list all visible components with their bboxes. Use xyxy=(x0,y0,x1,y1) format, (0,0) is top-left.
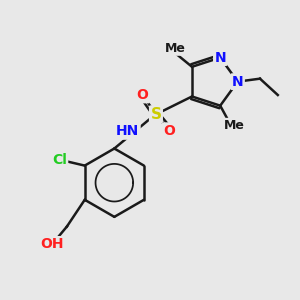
Text: O: O xyxy=(164,124,175,138)
Text: O: O xyxy=(136,88,148,102)
Text: Cl: Cl xyxy=(52,153,67,167)
Text: HN: HN xyxy=(116,124,139,138)
Text: N: N xyxy=(232,75,244,88)
Text: Me: Me xyxy=(224,119,245,132)
Text: S: S xyxy=(150,107,161,122)
Text: N: N xyxy=(214,51,226,64)
Text: Me: Me xyxy=(165,42,186,55)
Text: OH: OH xyxy=(40,237,64,251)
